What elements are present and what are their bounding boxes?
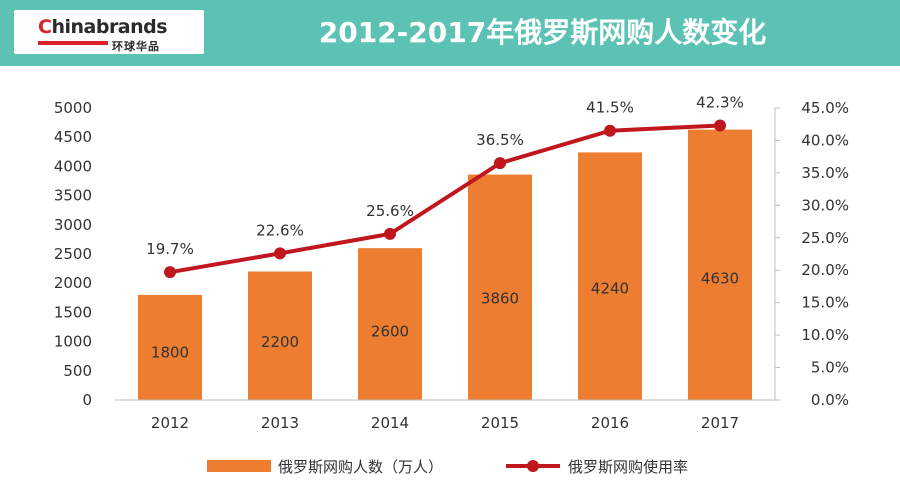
logo-underline bbox=[38, 41, 108, 45]
line-point bbox=[384, 227, 396, 240]
y-right-tick-label: 35.0% bbox=[801, 164, 849, 182]
legend-label-bar: 俄罗斯网购人数（万人） bbox=[278, 458, 443, 476]
bar-value-label: 1800 bbox=[151, 344, 189, 362]
y-right-tick-label: 15.0% bbox=[801, 294, 849, 312]
y-left-tick-label: 2000 bbox=[54, 274, 92, 292]
x-tick-label: 2017 bbox=[701, 414, 739, 432]
y-left-tick-label: 5000 bbox=[54, 99, 92, 117]
x-tick-label: 2015 bbox=[481, 414, 519, 432]
bar bbox=[468, 174, 532, 400]
line-point bbox=[714, 119, 726, 132]
line-value-label: 36.5% bbox=[476, 131, 524, 149]
y-left-tick-label: 2500 bbox=[54, 245, 92, 263]
y-right-tick-label: 5.0% bbox=[811, 359, 849, 377]
y-right-tick-label: 40.0% bbox=[801, 131, 849, 149]
legend-swatch-point bbox=[527, 460, 539, 472]
y-right-tick-label: 20.0% bbox=[801, 261, 849, 279]
line-point bbox=[274, 247, 286, 260]
y-left-tick-label: 4000 bbox=[54, 157, 92, 175]
chart-title: 2012-2017年俄罗斯网购人数变化 bbox=[318, 16, 767, 49]
bar bbox=[248, 271, 312, 400]
bar bbox=[138, 294, 202, 400]
logo: Chinabrands 环球华品 bbox=[14, 10, 204, 54]
logo-main: hinabrands bbox=[51, 16, 168, 38]
y-right-tick-label: 25.0% bbox=[801, 229, 849, 247]
x-tick-label: 2012 bbox=[151, 414, 189, 432]
y-right-tick-label: 0.0% bbox=[811, 391, 849, 409]
combo-chart: 0 500 1000 1500 2000 2500 3000 3500 4000 4500 5000… bbox=[54, 94, 849, 476]
y-left-tick-label: 0 bbox=[82, 391, 92, 409]
bar bbox=[578, 152, 642, 400]
line-point bbox=[494, 157, 506, 170]
line-value-label: 19.7% bbox=[146, 240, 194, 258]
line-value-label: 22.6% bbox=[256, 221, 304, 239]
header-bar: Chinabrands 环球华品 2012-2017年俄罗斯网购人数变化 bbox=[0, 0, 900, 66]
y-left-tick-label: 1500 bbox=[54, 303, 92, 321]
y-right-tick-label: 30.0% bbox=[801, 196, 849, 214]
line-point bbox=[604, 124, 616, 137]
y-left-tick-label: 4500 bbox=[54, 128, 92, 146]
bar-value-label: 4240 bbox=[591, 280, 629, 298]
x-tick-label: 2016 bbox=[591, 414, 629, 432]
logo-prefix: C bbox=[38, 16, 52, 38]
y-left-tick-label: 1000 bbox=[54, 333, 92, 351]
y-left-tick-label: 3000 bbox=[54, 216, 92, 234]
legend-label-line: 俄罗斯网购使用率 bbox=[568, 458, 688, 476]
y-left-tick-label: 3500 bbox=[54, 187, 92, 205]
line-value-label: 41.5% bbox=[586, 99, 634, 117]
y-left-tick-label: 500 bbox=[63, 362, 92, 380]
usage-rate-line bbox=[169, 123, 721, 275]
line-value-label: 25.6% bbox=[366, 202, 414, 220]
y-right-tick-label: 45.0% bbox=[801, 99, 849, 117]
bar-value-label: 2200 bbox=[261, 333, 299, 351]
logo-subtitle: 环球华品 bbox=[112, 40, 160, 53]
bar-value-label: 3860 bbox=[481, 290, 519, 308]
legend-swatch-bar bbox=[207, 460, 271, 472]
bar bbox=[688, 129, 752, 400]
bar-value-label: 4630 bbox=[701, 269, 739, 287]
logo-text: Chinabrands bbox=[38, 16, 168, 38]
line-point bbox=[164, 266, 176, 279]
bar-value-label: 2600 bbox=[371, 323, 409, 341]
line-value-label: 42.3% bbox=[696, 94, 744, 112]
x-tick-label: 2014 bbox=[371, 414, 409, 432]
bar bbox=[358, 248, 422, 400]
x-tick-label: 2013 bbox=[261, 414, 299, 432]
y-right-tick-label: 10.0% bbox=[801, 326, 849, 344]
